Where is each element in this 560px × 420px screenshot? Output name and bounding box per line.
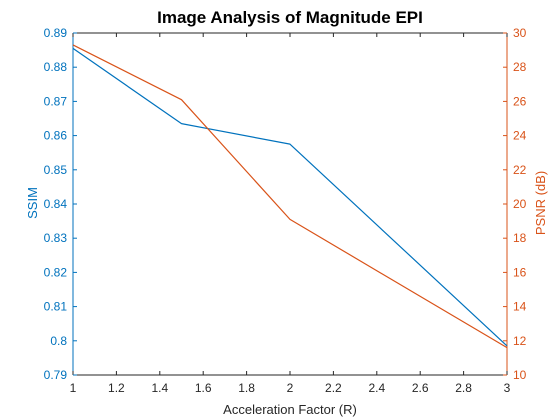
left-y-tick-label: 0.8 — [50, 334, 67, 348]
left-y-tick-label: 0.83 — [44, 231, 68, 245]
left-y-tick-label: 0.84 — [44, 197, 68, 211]
right-y-tick-label: 26 — [513, 94, 527, 108]
x-tick-label: 2.6 — [412, 381, 429, 395]
right-y-tick-label: 24 — [513, 129, 527, 143]
right-y-tick-label: 28 — [513, 60, 527, 74]
x-tick-label: 1.6 — [195, 381, 212, 395]
x-tick-label: 2.4 — [368, 381, 385, 395]
left-y-tick-label: 0.79 — [44, 368, 68, 382]
left-y-tick-label: 0.81 — [44, 300, 68, 314]
left-y-tick-label: 0.86 — [44, 129, 68, 143]
right-y-tick-label: 20 — [513, 197, 527, 211]
left-y-tick-label: 0.88 — [44, 60, 68, 74]
x-tick-label: 1.8 — [238, 381, 255, 395]
right-y-tick-label: 16 — [513, 265, 527, 279]
x-tick-label: 2 — [287, 381, 294, 395]
x-tick-label: 1 — [70, 381, 77, 395]
x-tick-label: 2.8 — [455, 381, 472, 395]
x-axis-label: Acceleration Factor (R) — [223, 402, 357, 417]
right-y-tick-label: 14 — [513, 300, 527, 314]
left-y-axis-label: SSIM — [25, 187, 40, 219]
plot-area: 1 1.2 1.4 1.6 1.8 2 2.2 2.4 2.6 2.8 3 0.79 0.8 0.81 0.… — [44, 26, 527, 395]
left-y-tick-label: 0.89 — [44, 26, 68, 40]
right-y-axis-label: PSNR (dB) — [533, 171, 548, 235]
psnr-series-line — [72, 44, 508, 349]
left-y-tick-label: 0.85 — [44, 163, 68, 177]
ssim-series-line — [72, 47, 508, 347]
x-tick-label: 1.2 — [108, 381, 125, 395]
right-y-tick-label: 18 — [513, 231, 527, 245]
x-tick-label: 1.4 — [151, 381, 168, 395]
chart-title: Image Analysis of Magnitude EPI — [157, 8, 423, 27]
right-y-tick-label: 30 — [513, 26, 527, 40]
x-tick-label: 2.2 — [325, 381, 342, 395]
left-y-tick-label: 0.87 — [44, 94, 68, 108]
right-y-tick-label: 10 — [513, 368, 527, 382]
left-y-tick-label: 0.82 — [44, 265, 68, 279]
right-y-tick-label: 22 — [513, 163, 527, 177]
x-tick-label: 3 — [504, 381, 511, 395]
right-y-tick-label: 12 — [513, 334, 527, 348]
